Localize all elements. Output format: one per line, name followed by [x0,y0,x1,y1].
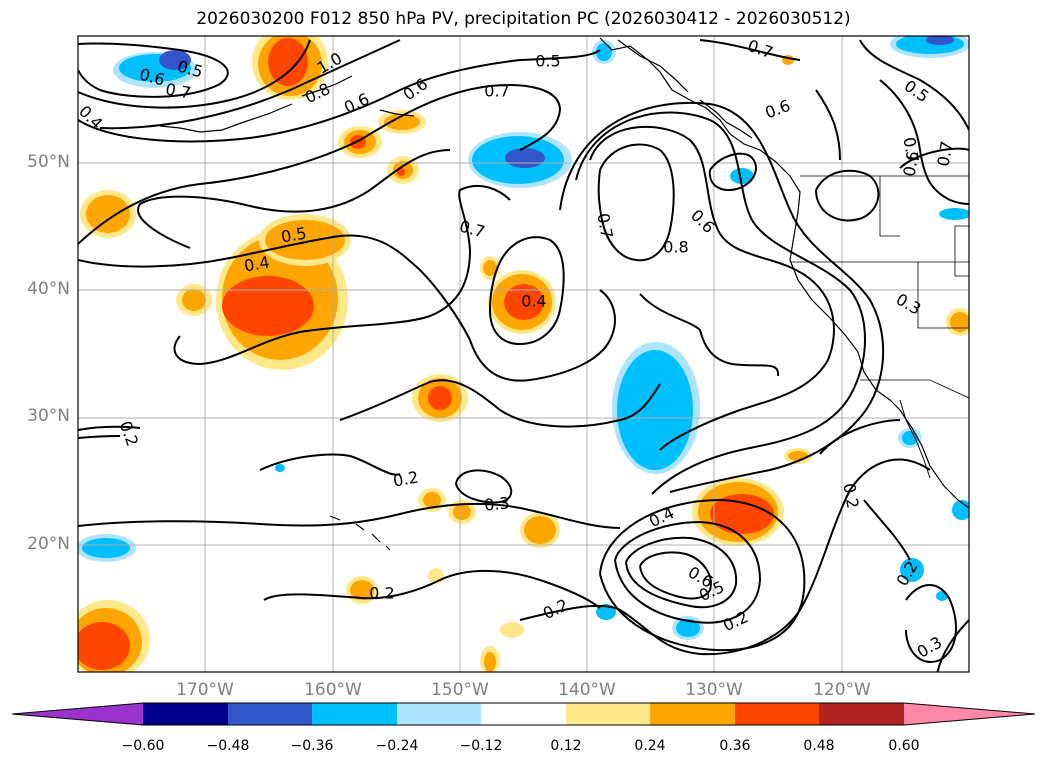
contour-label: 0.2 [540,595,571,623]
colorbar-tick: −0.12 [459,738,503,754]
contour-label: 0.7 [458,217,488,242]
contour-label: 0.2 [720,607,751,635]
lon-label-140w: 140°W [558,680,616,700]
contour-label: 0.7 [933,140,956,168]
colorbar-segment [735,703,819,725]
coastlines [159,37,969,551]
lon-label-150w: 150°W [431,680,489,700]
map-title: 2026030200 F012 850 hPa PV, precipitatio… [196,9,851,29]
colorbar-tick: −0.24 [375,738,419,754]
precip-shading [78,36,969,672]
contour-label: 0.7 [484,82,509,101]
colorbar-segment [566,703,650,725]
colorbar-over-extension [904,703,1035,725]
lon-label-170w: 170°W [176,680,234,700]
map-field: 0.6 0.50.71.00.8 0.6 0.60.50.70.70.40.5 0.60… [78,36,969,672]
contour-label: 0.5 [280,223,308,246]
colorbar-tick: 0.48 [803,738,835,754]
contour-label: 0.3 [483,493,510,514]
contour-label: 0.6 [762,96,792,123]
contour-label: 0.2 [839,482,862,510]
lon-label-120w: 120°W [813,680,871,700]
colorbar-segment [819,703,904,725]
colorbar-tick: 0.12 [550,738,582,754]
colorbar-tick: −0.48 [206,738,250,754]
lat-label-20n: 20°N [27,534,70,554]
lat-label-40n: 40°N [27,279,70,299]
pv-contours [78,39,969,672]
colorbar [11,702,1036,726]
colorbar-tick: 0.24 [634,738,666,754]
colorbar-segment [228,703,312,725]
contour-label: 0.4 [243,252,271,275]
contour-label: 0.7 [164,79,192,102]
contour-label: 0.2 [392,467,420,490]
contour-label: 0.4 [521,292,546,311]
lat-label-30n: 30°N [27,406,70,426]
contour-label: 0.7 [745,36,775,63]
colorbar-tick: 0.36 [719,738,751,754]
contour-label: 0.5 [901,76,933,106]
colorbar-tick: 0.60 [888,738,920,754]
plot-frame [77,35,970,673]
colorbar-under-extension [12,703,143,725]
political-borders [790,175,969,399]
contour-label: 0.2 [369,584,394,603]
contour-label: 0.7 [899,136,922,164]
contour-label: 0.8 [663,238,688,257]
colorbar-segment [397,703,481,725]
contour-label: 0.5 [535,52,560,71]
contour-label: 0.3 [893,290,925,319]
colorbar-segment [143,703,228,725]
colorbar-tick: −0.60 [121,738,165,754]
colorbar-segment [481,703,566,725]
lon-label-160w: 160°W [304,680,362,700]
lon-label-130w: 130°W [685,680,743,700]
contour-label: 0.6 [899,150,922,178]
contour-label: 0.7 [593,212,616,240]
colorbar-tick: −0.36 [290,738,334,754]
contour-labels: 0.6 0.50.71.00.8 0.6 0.60.50.70.70.40.5 0.60… [78,36,957,662]
lat-label-50n: 50°N [27,152,70,172]
colorbar-segment [650,703,735,725]
contour-label: 0.2 [116,418,143,448]
colorbar-segment [312,703,397,725]
contour-label: 0.4 [646,503,677,531]
